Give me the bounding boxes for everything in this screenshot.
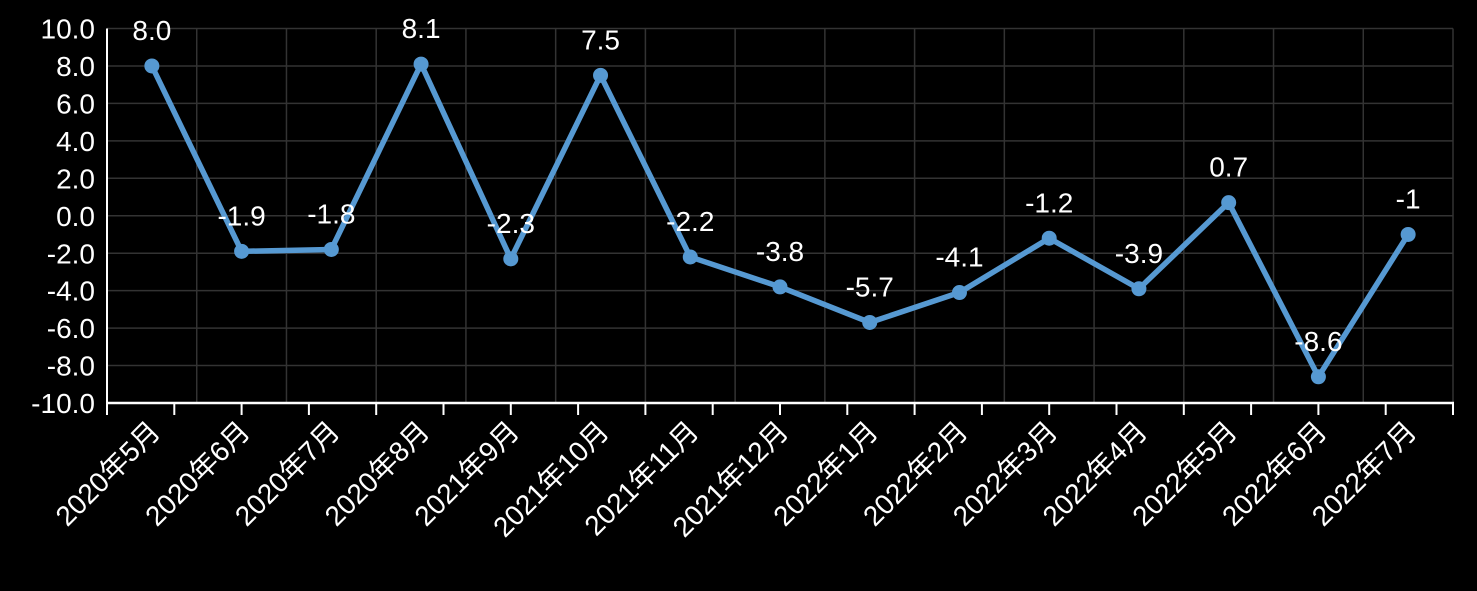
data-point-marker — [593, 67, 609, 83]
data-point-label: -4.1 — [935, 242, 983, 273]
data-point-marker — [1131, 281, 1147, 297]
data-point-label: -1.8 — [307, 199, 355, 230]
y-axis-tick-label: 8.0 — [56, 51, 95, 82]
y-axis-tick-label: -8.0 — [47, 351, 95, 382]
data-point-marker — [1221, 195, 1237, 211]
data-point-label: 8.0 — [132, 15, 171, 46]
y-axis-tick-label: -10.0 — [31, 388, 95, 419]
data-point-label: -1.9 — [217, 200, 265, 231]
data-point-label: 8.1 — [402, 13, 441, 44]
y-axis-tick-label: 0.0 — [56, 201, 95, 232]
data-point-marker — [1310, 369, 1326, 385]
y-axis-tick-label: -4.0 — [47, 276, 95, 307]
y-axis-tick-label: 4.0 — [56, 126, 95, 157]
data-point-marker — [234, 243, 250, 259]
data-point-label: -8.6 — [1294, 326, 1342, 357]
y-axis-tick-label: 10.0 — [41, 14, 96, 45]
data-point-marker — [1400, 226, 1416, 242]
data-point-label: -3.8 — [756, 236, 804, 267]
data-point-marker — [144, 58, 160, 74]
data-point-marker — [682, 249, 698, 265]
data-point-label: -2.3 — [487, 208, 535, 239]
y-axis-tick-label: 2.0 — [56, 163, 95, 194]
data-point-label: -1.2 — [1025, 187, 1073, 218]
data-point-label: 7.5 — [581, 24, 620, 55]
data-point-marker — [772, 279, 788, 295]
data-point-label: -2.2 — [666, 206, 714, 237]
data-point-marker — [1041, 230, 1057, 246]
data-point-marker — [862, 314, 878, 330]
data-point-label: -1 — [1396, 184, 1421, 215]
y-axis-tick-label: -6.0 — [47, 313, 95, 344]
data-point-label: 0.7 — [1209, 152, 1248, 183]
data-point-marker — [951, 285, 967, 301]
data-point-label: -3.9 — [1115, 238, 1163, 269]
y-axis-tick-label: 6.0 — [56, 88, 95, 119]
data-point-marker — [503, 251, 519, 267]
data-point-marker — [323, 241, 339, 257]
data-point-marker — [413, 56, 429, 72]
data-point-label: -5.7 — [846, 272, 894, 303]
y-axis-tick-label: -2.0 — [47, 238, 95, 269]
